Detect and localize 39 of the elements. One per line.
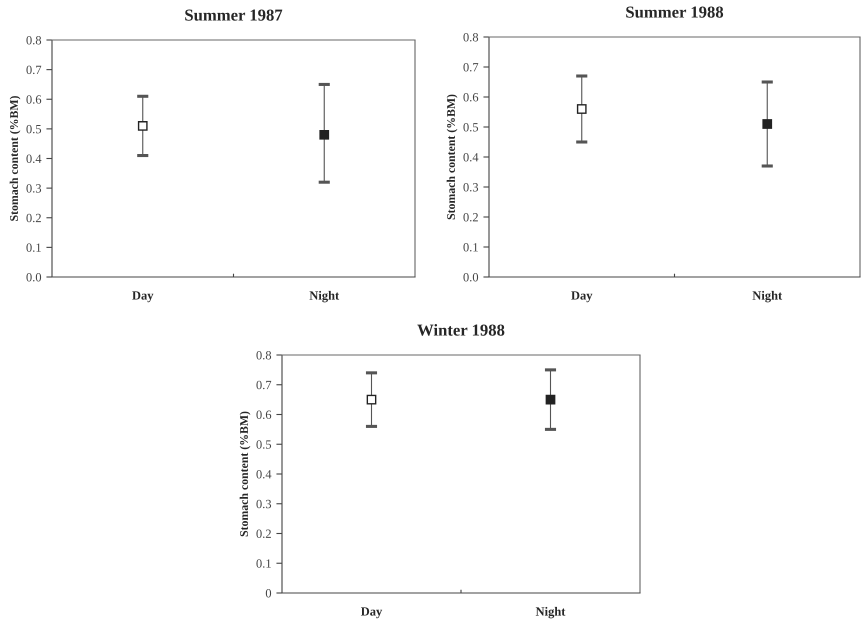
y-tick-label: 0.3 [256, 500, 272, 508]
y-tick-label: 0.1 [256, 559, 271, 568]
y-tick-label: 0.1 [26, 243, 41, 252]
y-tick-label: 0.2 [256, 530, 271, 538]
chart-title: Summer 1988 [626, 6, 724, 18]
x-tick-label: Night [536, 606, 566, 618]
y-tick-label: 0.2 [26, 214, 41, 222]
y-tick-label: 0.5 [463, 123, 478, 132]
x-tick-label: Day [571, 291, 592, 302]
y-tick-label: 0.0 [463, 273, 478, 282]
y-tick-label: 0.6 [463, 93, 478, 102]
y-tick-label: 0.0 [26, 273, 42, 282]
x-tick-label: Night [310, 290, 340, 302]
y-tick-label: 0.5 [256, 440, 272, 449]
y-tick-label: 0.2 [463, 213, 478, 222]
y-tick-label: 0 [266, 589, 272, 598]
y-tick-label: 0.3 [26, 184, 42, 193]
y-tick-label: 0.4 [463, 153, 478, 162]
y-tick-label: 0.4 [256, 470, 272, 479]
y-axis-title: Stomach content (%BM) [10, 96, 20, 221]
x-tick-label: Night [752, 290, 782, 302]
x-tick-label: Day [132, 291, 154, 302]
chart-title: Winter 1988 [417, 324, 504, 336]
y-tick-label: 0.7 [256, 380, 272, 390]
y-tick-label: 0.1 [463, 243, 478, 252]
x-tick-label: Day [360, 607, 382, 618]
y-axis-title: Stomach content (%BM) [240, 412, 250, 536]
y-tick-label: 0.8 [256, 351, 272, 360]
y-tick-label: 0.7 [463, 63, 478, 72]
y-tick-label: 0.6 [26, 95, 42, 104]
y-tick-label: 0.4 [26, 154, 42, 164]
y-tick-label: 0.5 [26, 124, 42, 134]
chart-title: Summer 1987 [185, 9, 282, 21]
y-tick-label: 0.3 [463, 183, 478, 192]
y-tick-label: 0.7 [26, 66, 42, 74]
y-tick-label: 0.6 [256, 410, 272, 420]
y-tick-label: 0.8 [463, 33, 478, 42]
y-axis-title: Stomach content (%BM) [446, 94, 458, 220]
y-tick-label: 0.8 [26, 36, 42, 45]
